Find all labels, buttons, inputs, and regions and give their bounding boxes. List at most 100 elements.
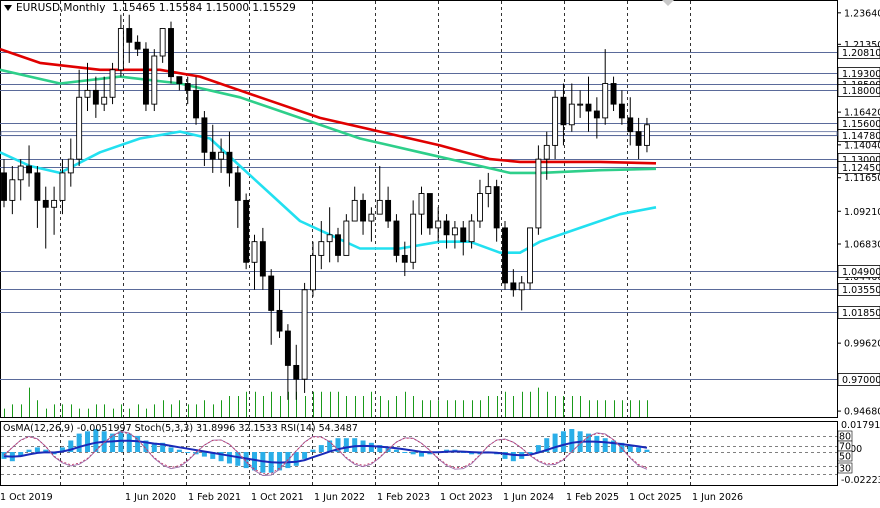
candle-body xyxy=(393,220,400,256)
time-label: 1 Jun 2020 xyxy=(125,492,176,503)
time-label: 1 Oct 2023 xyxy=(440,492,493,503)
osma-bar xyxy=(143,440,149,452)
time-label: 1 Feb 2023 xyxy=(377,492,430,503)
candle-body xyxy=(502,227,508,284)
candle-body xyxy=(418,193,425,215)
candle-body xyxy=(234,172,241,201)
osma-bar xyxy=(335,438,341,452)
stoch-level-box xyxy=(837,450,853,462)
price-level-label: 1.12450 xyxy=(842,163,880,174)
candle-body xyxy=(243,199,250,263)
candle-body xyxy=(84,89,91,98)
osma-bar xyxy=(210,452,216,459)
candle-body xyxy=(602,83,609,119)
candle-body xyxy=(142,48,149,105)
osma-bar xyxy=(277,452,283,471)
osma-bar xyxy=(68,440,74,452)
candle-body xyxy=(535,158,542,229)
price-level-label: 1.20810 xyxy=(842,48,880,59)
osma-bar xyxy=(552,433,558,452)
candle-body xyxy=(518,282,525,291)
candle-body xyxy=(335,234,341,256)
candle-body xyxy=(151,55,158,105)
osma-bar xyxy=(594,435,600,452)
osma-bar xyxy=(393,449,399,452)
candle-body xyxy=(493,186,500,229)
osma-bar xyxy=(535,445,541,452)
price-level-label: 1.03550 xyxy=(842,285,880,296)
candle-body xyxy=(301,289,308,380)
indicator-pane-frame xyxy=(0,421,838,486)
osma-bar xyxy=(560,431,566,452)
dropdown-arrow-icon[interactable] xyxy=(4,5,12,11)
candle-body xyxy=(351,199,358,222)
price-level-box xyxy=(837,84,880,97)
price-label: 1.06830 xyxy=(844,239,880,250)
candle-body xyxy=(376,199,383,215)
stoch-signal-line xyxy=(3,431,648,475)
price-level-box xyxy=(837,373,880,386)
osma-bar xyxy=(377,445,383,452)
candle-body xyxy=(34,172,41,201)
price-label: 1.21350 xyxy=(844,40,880,51)
osma-bar xyxy=(318,445,324,452)
stoch-level-box xyxy=(837,462,853,474)
candle-body xyxy=(293,364,300,380)
candle-body xyxy=(385,199,392,222)
main-pane-frame xyxy=(0,0,838,418)
osma-bar xyxy=(26,449,32,452)
osma-bar xyxy=(352,438,358,452)
stoch-level-label: 70 xyxy=(839,442,851,453)
candle-body xyxy=(193,89,200,119)
candle-body xyxy=(67,158,74,174)
osma-bar xyxy=(168,447,174,452)
price-level-box xyxy=(837,265,880,278)
candle-body xyxy=(168,28,174,78)
candle-body xyxy=(251,241,258,263)
osma-bar xyxy=(310,449,316,452)
candle-body xyxy=(276,309,283,332)
price-level-label: 0.97000 xyxy=(842,375,880,386)
osma-bar xyxy=(569,429,575,452)
horizontal-levels xyxy=(0,52,838,380)
price-label: 1.11650 xyxy=(844,173,880,184)
osma-bar xyxy=(85,431,90,452)
osma-bar xyxy=(34,447,40,452)
osma-bar xyxy=(293,452,299,466)
candle-body xyxy=(59,172,66,201)
osma-bar xyxy=(243,452,249,469)
indicator-plot xyxy=(1,429,837,476)
price-level-label: 1.13000 xyxy=(842,155,880,166)
osma-bar xyxy=(18,452,24,457)
stoch-level-label: 80 xyxy=(839,432,851,443)
indicator-axis: 0.0179120.00-0.02223580705030 xyxy=(837,420,880,486)
candlesticks xyxy=(1,14,650,400)
osma-bar xyxy=(402,452,408,453)
candle-body xyxy=(284,330,291,366)
candle-body xyxy=(268,275,275,311)
time-label: 1 Oct 2019 xyxy=(0,492,53,503)
candle-body xyxy=(468,220,475,243)
osma-bar xyxy=(218,452,224,462)
candle-body xyxy=(568,103,575,126)
osma-bar xyxy=(260,452,266,473)
price-level-box xyxy=(837,161,880,174)
candle-body xyxy=(627,117,634,133)
price-axis: 1.236401.213501.188101.164201.140401.116… xyxy=(837,8,880,418)
candle-body xyxy=(226,151,233,174)
price-label: 0.94680 xyxy=(844,407,880,418)
candle-body xyxy=(92,89,99,105)
price-level-label: 1.15600 xyxy=(842,119,880,130)
osma-bar xyxy=(201,452,207,457)
time-label: 1 Jun 2022 xyxy=(314,492,365,503)
candle-body xyxy=(42,199,49,208)
candle-body xyxy=(326,234,333,243)
candle-body xyxy=(318,241,325,256)
price-level-box xyxy=(837,306,880,319)
scroll-marker-icon[interactable] xyxy=(662,0,674,6)
osma-bar xyxy=(611,440,617,452)
time-axis: 1 Oct 2019 1 Jun 2020 1 Feb 2021 1 Oct 2021… xyxy=(0,492,743,503)
osma-bar xyxy=(327,440,333,452)
candle-body xyxy=(209,151,216,160)
price-level-label: 1.01850 xyxy=(842,308,880,319)
